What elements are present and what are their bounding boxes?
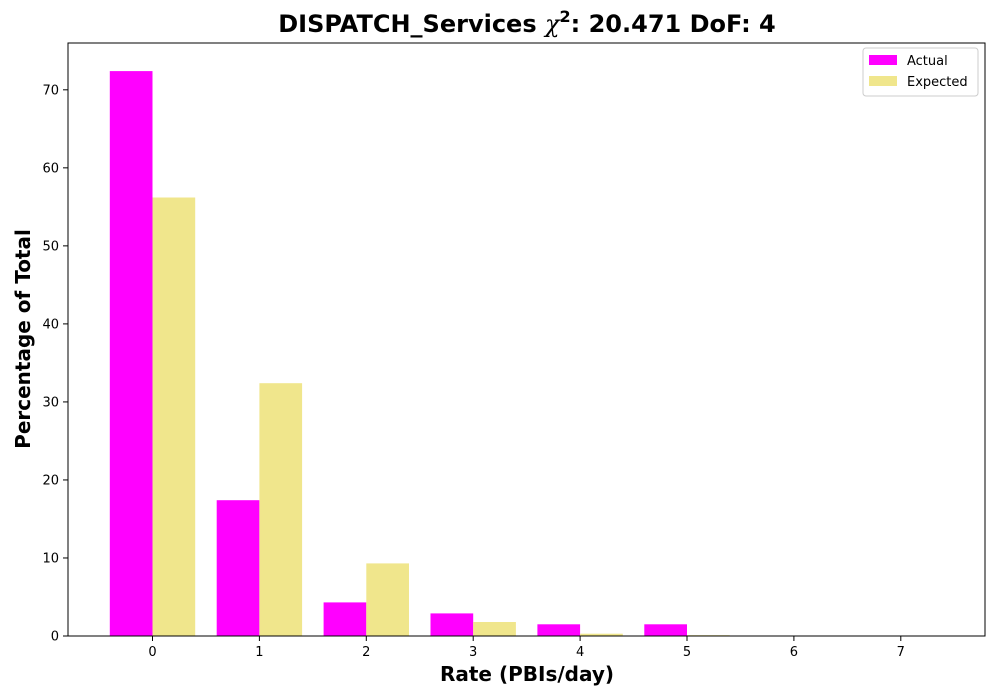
y-tick-label: 30 <box>42 395 59 410</box>
bar-actual-3 <box>430 613 474 636</box>
chart-title-prefix: DISPATCH_Services <box>278 10 545 38</box>
legend: Actual Expected <box>862 47 979 97</box>
x-axis-label: Rate (PBIs/day) <box>440 662 614 686</box>
y-tick-label: 20 <box>42 473 59 488</box>
bar-actual-5 <box>644 624 687 636</box>
legend-swatch-actual <box>869 55 897 65</box>
x-tick-label: 1 <box>255 645 263 660</box>
chart-title-suffix: : 20.471 DoF: 4 <box>571 10 776 38</box>
x-tick-label: 6 <box>790 645 798 660</box>
bar-actual-2 <box>323 602 367 636</box>
bar-actual-4 <box>537 624 581 636</box>
bar-expected-3 <box>473 622 516 636</box>
x-tick-label: 2 <box>362 645 370 660</box>
chart-title-superscript: 2 <box>560 7 571 26</box>
x-tick-label: 7 <box>897 645 905 660</box>
bar-actual-0 <box>109 71 153 637</box>
plot-frame <box>67 42 986 637</box>
bar-expected-1 <box>259 383 303 636</box>
x-axis-ticks: 0 1 2 3 4 5 6 7 <box>148 636 905 660</box>
bar-expected-2 <box>366 563 409 636</box>
x-tick-label: 0 <box>148 645 156 660</box>
y-tick-label: 70 <box>42 83 59 98</box>
bar-expected-0 <box>152 197 196 636</box>
bar-expected-4 <box>580 633 623 636</box>
x-tick-label: 3 <box>469 645 477 660</box>
y-tick-label: 60 <box>42 161 59 176</box>
x-tick-label: 4 <box>576 645 584 660</box>
y-tick-label: 50 <box>42 239 59 254</box>
legend-label-actual: Actual <box>907 54 948 69</box>
y-axis-ticks: 0 10 20 30 40 50 60 70 <box>42 83 68 645</box>
y-tick-label: 40 <box>42 317 59 332</box>
x-tick-label: 5 <box>683 645 691 660</box>
legend-swatch-expected <box>869 76 897 86</box>
bar-actual-1 <box>216 500 260 636</box>
chart-title-chi: χ <box>543 10 561 38</box>
y-tick-label: 10 <box>42 551 59 566</box>
y-tick-label: 0 <box>51 630 59 645</box>
chart-title: DISPATCH_Services χ2: 20.471 DoF: 4 <box>278 7 775 38</box>
y-axis-label: Percentage of Total <box>11 229 35 449</box>
legend-label-expected: Expected <box>907 75 968 90</box>
plot-area <box>109 71 730 637</box>
